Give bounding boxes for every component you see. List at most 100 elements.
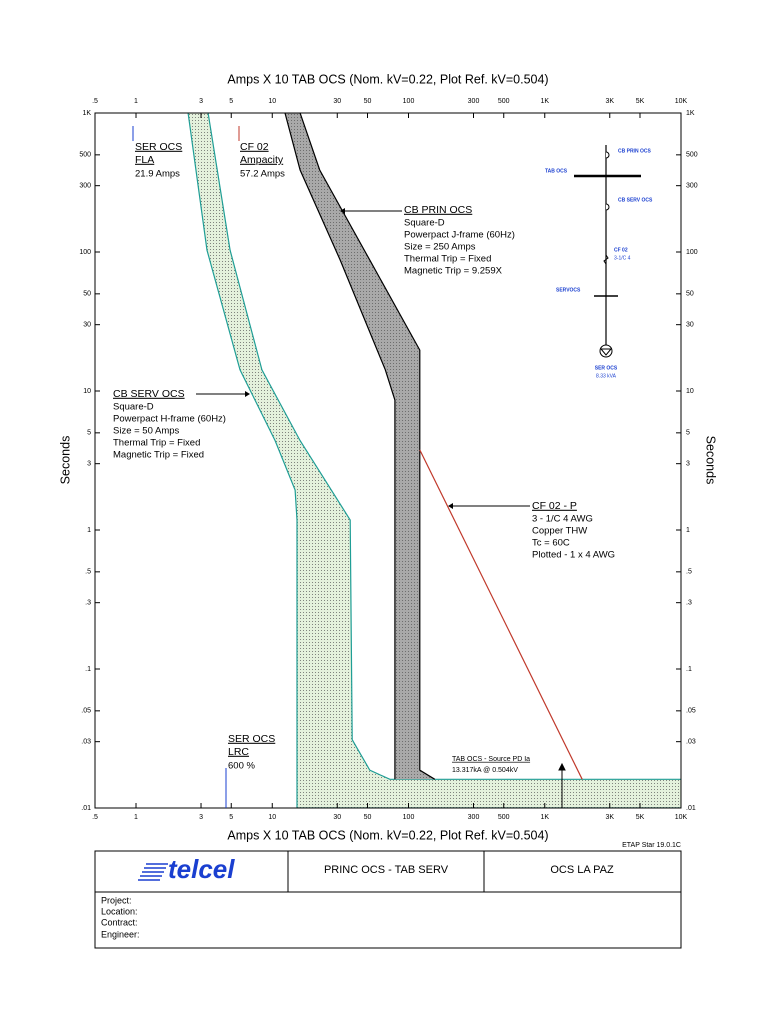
x-tick-label: 3 bbox=[199, 98, 203, 105]
diagram-label: CB PRIN OCS bbox=[618, 148, 651, 154]
label-text: 21.9 Amps bbox=[135, 169, 180, 180]
software-note: ETAP Star 19.0.1C bbox=[622, 842, 681, 849]
x-tick-label: 50 bbox=[364, 98, 372, 105]
annotation-text: 3 - 1/C 4 AWG bbox=[532, 514, 593, 525]
annotation-title: CF 02 - P bbox=[532, 500, 577, 512]
diagram-label: CF 02 bbox=[614, 247, 628, 253]
diagram-label: 8.33 kVA bbox=[596, 373, 617, 379]
cable-curve bbox=[419, 449, 583, 780]
logo: telcel bbox=[168, 854, 235, 884]
y-tick-label: 10 bbox=[83, 388, 91, 395]
band-edge bbox=[187, 113, 681, 808]
fault-title: TAB OCS - Source PD Ia bbox=[452, 756, 530, 763]
y-tick-label: .3 bbox=[85, 600, 91, 607]
x-tick-label: 10 bbox=[268, 814, 276, 821]
y-tick-label: 10 bbox=[686, 388, 694, 395]
band-edge bbox=[299, 113, 436, 780]
arrow-head bbox=[448, 503, 453, 509]
annotation-text: Magnetic Trip = 9.259X bbox=[404, 266, 503, 277]
y-tick-label: 300 bbox=[79, 183, 91, 190]
title-block bbox=[94, 850, 682, 949]
x-tick-label: 5 bbox=[229, 814, 233, 821]
annotation-text: Powerpact H-frame (60Hz) bbox=[113, 414, 226, 425]
field-label: Project: bbox=[101, 895, 132, 905]
plot-area bbox=[187, 113, 681, 808]
diagram-label: SERVOCS bbox=[556, 287, 581, 293]
band-edge bbox=[284, 113, 396, 780]
y-tick-label: .05 bbox=[81, 708, 91, 715]
y-tick-label: 5 bbox=[87, 430, 91, 437]
x-tick-label: 5 bbox=[229, 98, 233, 105]
x-tick-label: .5 bbox=[92, 98, 98, 105]
x-tick-label: 1K bbox=[540, 814, 549, 821]
y-tick-label: 300 bbox=[686, 183, 698, 190]
y-tick-label: .3 bbox=[686, 600, 692, 607]
annotation-text: Thermal Trip = Fixed bbox=[404, 254, 491, 265]
x-tick-label: .5 bbox=[92, 814, 98, 821]
diagram-label: CB SERV OCS bbox=[618, 197, 653, 203]
plot-frame bbox=[94, 112, 682, 809]
diagram-label: SER OCS bbox=[595, 365, 618, 371]
label-subtitle: FLA bbox=[135, 154, 154, 166]
x-tick-label: 3K bbox=[605, 98, 614, 105]
x-tick-label: 300 bbox=[468, 814, 480, 821]
y-tick-label: 100 bbox=[686, 249, 698, 256]
label-subtitle: Ampacity bbox=[240, 154, 284, 166]
x-tick-label: 10 bbox=[268, 98, 276, 105]
annotation-text: Size = 50 Amps bbox=[113, 426, 180, 437]
one-line-diagram bbox=[574, 145, 641, 358]
x-tick-label: 10K bbox=[675, 814, 688, 821]
y-tick-label: .03 bbox=[81, 739, 91, 746]
band-dots bbox=[188, 113, 681, 808]
y-tick-label: .01 bbox=[81, 805, 91, 812]
y-tick-label: .5 bbox=[686, 569, 692, 576]
x-tick-label: 30 bbox=[333, 814, 341, 821]
y-tick-label: 500 bbox=[686, 152, 698, 159]
y-tick-label: 30 bbox=[83, 322, 91, 329]
x-tick-label: 500 bbox=[498, 814, 510, 821]
arrow-head bbox=[340, 208, 345, 214]
annotation-title: CB SERV OCS bbox=[113, 388, 185, 400]
x-tick-label: 1 bbox=[134, 98, 138, 105]
annotation-text: Copper THW bbox=[532, 526, 587, 537]
y-tick-label: 1K bbox=[686, 110, 695, 117]
y-tick-label: .1 bbox=[85, 666, 91, 673]
diagram-label: 3-1/C 4 bbox=[614, 255, 631, 261]
y-axis-title: Seconds bbox=[704, 436, 718, 485]
annotation-text: Plotted - 1 x 4 AWG bbox=[532, 550, 615, 561]
field-label: Location: bbox=[101, 906, 138, 916]
x-axis-title: Amps X 10 TAB OCS (Nom. kV=0.22, Plot Re… bbox=[227, 828, 548, 842]
annotation-text: Square-D bbox=[113, 402, 154, 413]
y-tick-label: 50 bbox=[83, 291, 91, 298]
y-tick-label: .03 bbox=[686, 739, 696, 746]
y-tick-label: 100 bbox=[79, 249, 91, 256]
x-tick-label: 100 bbox=[403, 814, 415, 821]
drawing-name: PRINC OCS - TAB SERV bbox=[324, 864, 449, 876]
y-tick-label: .05 bbox=[686, 708, 696, 715]
x-tick-label: 5K bbox=[636, 98, 645, 105]
annotation-text: Thermal Trip = Fixed bbox=[113, 438, 200, 449]
y-tick-label: 5 bbox=[686, 430, 690, 437]
y-axis-title: Seconds bbox=[58, 436, 72, 485]
y-tick-label: .01 bbox=[686, 805, 696, 812]
x-tick-label: 1K bbox=[540, 98, 549, 105]
x-tick-label: 100 bbox=[403, 98, 415, 105]
annotation-text: Magnetic Trip = Fixed bbox=[113, 450, 204, 461]
y-tick-label: .5 bbox=[85, 569, 91, 576]
annotation-text: Tc = 60C bbox=[532, 538, 570, 549]
band-edge bbox=[207, 113, 681, 780]
label-title: SER OCS bbox=[135, 141, 182, 153]
x-tick-label: 5K bbox=[636, 814, 645, 821]
field-label: Contract: bbox=[101, 917, 138, 927]
y-tick-label: 1 bbox=[686, 527, 690, 534]
y-tick-label: 30 bbox=[686, 322, 694, 329]
y-tick-label: 1 bbox=[87, 527, 91, 534]
site-name: OCS LA PAZ bbox=[550, 864, 614, 876]
label-subtitle: LRC bbox=[228, 746, 249, 758]
label-text: 57.2 Amps bbox=[240, 169, 285, 180]
x-tick-label: 30 bbox=[333, 98, 341, 105]
band-dots bbox=[285, 113, 435, 780]
diagram-label: TAB OCS bbox=[545, 168, 568, 174]
annotation-text: Square-D bbox=[404, 218, 445, 229]
